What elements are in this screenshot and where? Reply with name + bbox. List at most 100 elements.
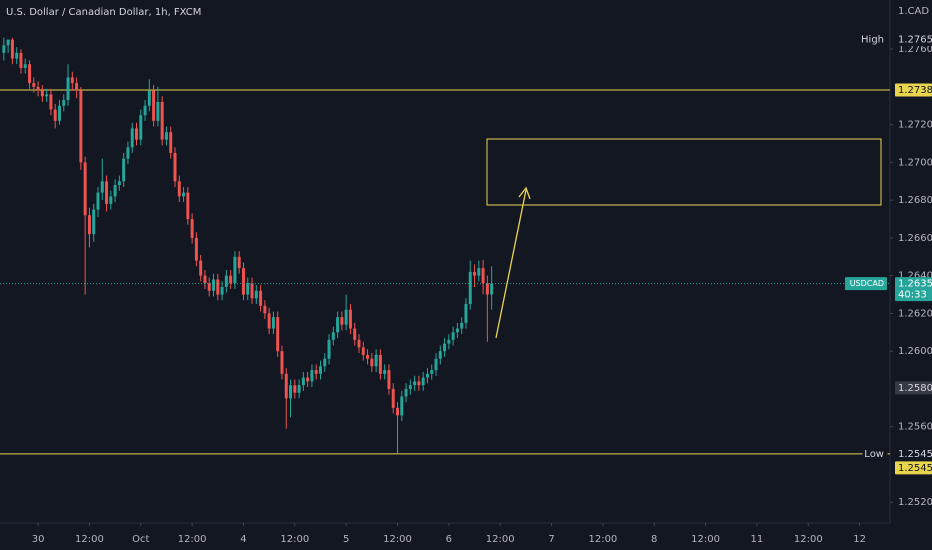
candle-body [177,181,181,197]
candle-body [57,105,61,121]
candle-body [169,132,173,153]
candle-body [361,347,365,355]
candle-body [263,305,267,314]
price-tag-box [862,446,888,461]
candle-body [203,275,207,284]
candle-body [353,328,357,340]
candle-body [455,328,459,333]
price-tag-box [845,277,887,291]
candle-body [40,90,44,97]
candle-body [276,317,280,352]
candle-body [143,105,147,116]
candle-body [147,90,151,106]
price-label-box [895,381,932,395]
x-tick-label: 7 [548,534,554,545]
price-label: 1.27383 [898,85,932,96]
candle-body [190,219,194,238]
candle-body [75,83,79,91]
price-label-box [895,461,932,475]
candle-body [344,309,348,325]
candle-body [139,115,143,140]
candle-body [10,39,14,59]
y-tick-label: 1.27200 [898,120,932,131]
candle-body [481,268,485,284]
candle-body [36,86,40,91]
candle-body [293,385,297,393]
candle-body [6,39,10,46]
candle-body [284,373,288,399]
candle-body [396,407,400,416]
candle-body [430,370,434,374]
candle-body [216,279,220,295]
candle-body [310,370,314,382]
x-tick-label: 12 [853,534,866,545]
candle-body [314,370,318,374]
candle-body [173,152,177,182]
candle-body [366,354,370,359]
x-tick-label: 6 [446,534,452,545]
x-tick-label: 12:00 [75,534,104,545]
candle-body [79,90,83,163]
candle-body [160,101,164,140]
price-label-box [895,447,932,461]
candle-body [421,377,425,386]
candle-body [224,275,228,287]
x-tick-label: 12:00 [691,534,720,545]
candle-body [122,158,126,182]
candle-body [207,283,211,291]
x-tick-label: 11 [751,534,764,545]
candle-body [246,283,250,295]
candle-body [186,192,190,220]
y-tick-label: 1.27000 [898,157,932,168]
price-label: 1.25454 [898,463,932,474]
candle-body [19,52,23,68]
candle-body [318,366,322,374]
candle-body [229,275,233,284]
candle-body [340,317,344,325]
x-tick-label: Oct [132,534,149,545]
candle-body [417,381,421,386]
y-tick-label: 1.25200 [898,497,932,508]
candle-body [220,286,224,295]
candle-body [117,181,121,186]
candle-body [259,290,263,306]
candle-body [490,283,494,295]
candle-body [331,332,335,340]
candle-body [391,388,395,408]
candle-body [28,64,32,84]
candle-body [370,358,374,367]
candle-body [280,351,284,374]
unit-label: 1.CAD 0 [898,6,932,17]
candle-body [87,215,91,235]
candle-body [438,351,442,359]
candle-body [92,209,96,235]
candle-body [336,317,340,333]
candle-body [387,370,391,389]
x-tick-label: 5 [343,534,349,545]
candle-body [473,271,477,276]
candle-body [289,385,293,399]
candle-body [156,101,160,121]
candle-body [237,256,241,269]
y-tick-label: 1.26800 [898,195,932,206]
candle-body [194,237,198,261]
candle-body [443,343,447,352]
x-tick-label: 12:00 [794,534,823,545]
candle-body [2,45,6,53]
candle-body [460,322,464,329]
candle-body [32,83,36,87]
price-tag: Low [864,449,884,460]
candle-body [378,354,382,374]
candle-body [134,128,138,140]
candle-body [23,64,27,68]
candle-body [327,339,331,359]
candle-body [485,283,489,295]
price-label: 1.26358 [898,279,932,290]
candle-body [434,358,438,371]
candle-body [100,181,104,193]
candle-body [408,385,412,389]
x-tick-label: 4 [240,534,246,545]
x-tick-label: 8 [651,534,657,545]
